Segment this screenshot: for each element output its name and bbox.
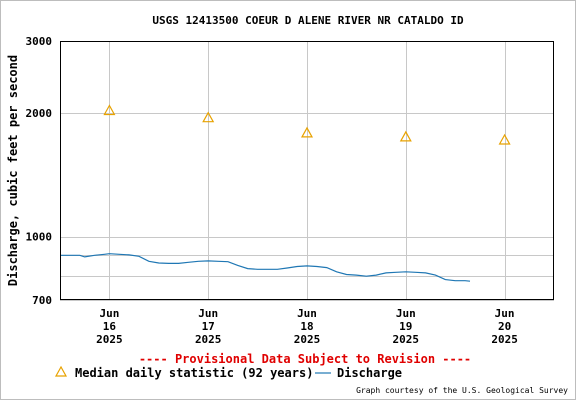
x-tick-label: Jun: [396, 307, 416, 320]
y-tick-label: 2000: [26, 107, 53, 120]
provisional-notice: ---- Provisional Data Subject to Revisio…: [139, 352, 471, 366]
median-marker: [300, 126, 314, 138]
x-tick-label: Jun: [99, 307, 119, 320]
median-marker: [498, 133, 511, 145]
triangle-icon: [54, 365, 68, 377]
median-marker: [399, 130, 412, 142]
x-tick-label: Jun: [297, 307, 317, 320]
discharge-series-line: [60, 253, 471, 282]
graph-credit: Graph courtesy of the U.S. Geological Su…: [356, 386, 568, 395]
median-marker: [103, 104, 116, 116]
y-tick-label: 1000: [26, 231, 53, 244]
x-tick-label: Jun: [495, 307, 515, 320]
y-tick-label: 700: [32, 294, 52, 307]
y-tick-label: 3000: [26, 35, 53, 48]
x-tick-label: Jun: [198, 307, 218, 320]
x-tick-label: 16: [103, 320, 117, 333]
x-tick-label: 18: [300, 320, 313, 333]
x-tick-label: 2025: [195, 333, 222, 346]
median-marker: [202, 111, 215, 123]
plot-border: [60, 41, 554, 300]
x-tick-label: 2025: [491, 333, 518, 346]
legend-label-median: Median daily statistic (92 years): [75, 366, 313, 380]
x-tick-label: 19: [399, 320, 412, 333]
legend-label-discharge: Discharge: [337, 366, 402, 380]
x-tick-label: 20: [498, 320, 511, 333]
x-tick-label: 2025: [393, 333, 420, 346]
x-tick-label: 2025: [96, 333, 123, 346]
chart-title: USGS 12413500 COEUR D ALENE RIVER NR CAT…: [152, 14, 464, 27]
x-tick-label: 2025: [294, 333, 321, 346]
y-axis-label: Discharge, cubic feet per second: [6, 55, 20, 286]
x-tick-label: 17: [202, 320, 215, 333]
